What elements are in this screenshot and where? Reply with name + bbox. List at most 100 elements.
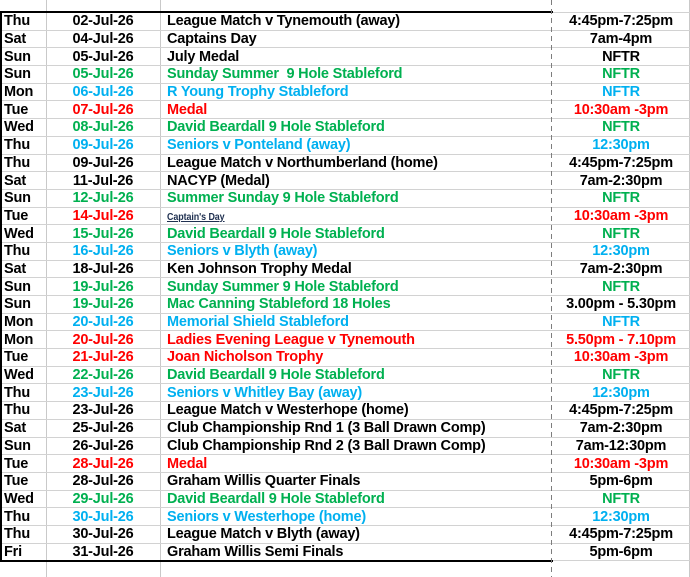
day-cell[interactable]: Sun — [4, 190, 31, 207]
event-cell[interactable]: Sunday Summer 9 Hole Stableford — [160, 279, 552, 295]
date-cell[interactable]: 28-Jul-26 — [72, 473, 134, 490]
date-cell[interactable]: 16-Jul-26 — [72, 243, 134, 260]
day-cell[interactable]: Thu — [4, 243, 30, 260]
event-cell[interactable]: Summer Sunday 9 Hole Stableford — [160, 190, 552, 206]
time-cell[interactable]: 10:30am -3pm — [573, 101, 669, 118]
day-cell[interactable]: Thu — [4, 402, 30, 419]
date-cell[interactable]: 29-Jul-26 — [72, 490, 134, 507]
day-cell[interactable]: Sat — [4, 172, 26, 189]
date-cell[interactable]: 09-Jul-26 — [72, 154, 134, 171]
date-cell[interactable]: 20-Jul-26 — [72, 314, 134, 331]
time-cell[interactable]: NFTR — [602, 367, 640, 384]
date-cell[interactable]: 30-Jul-26 — [72, 526, 134, 543]
day-cell[interactable]: Wed — [4, 119, 34, 136]
date-cell[interactable]: 23-Jul-26 — [72, 384, 134, 401]
day-cell[interactable]: Sun — [4, 437, 31, 454]
event-cell[interactable]: Sunday Summer 9 Hole Stableford — [160, 66, 552, 82]
date-cell[interactable]: 18-Jul-26 — [72, 260, 134, 277]
time-cell[interactable]: 10:30am -3pm — [573, 349, 669, 366]
date-cell[interactable]: 05-Jul-26 — [72, 48, 134, 65]
event-cell[interactable]: Seniors v Westerhope (home) — [160, 509, 552, 525]
empty-footer-row[interactable] — [0, 561, 690, 577]
date-cell[interactable]: 12-Jul-26 — [72, 190, 134, 207]
day-cell[interactable]: Wed — [4, 490, 34, 507]
day-cell[interactable]: Mon — [4, 331, 34, 348]
day-cell[interactable]: Thu — [4, 526, 30, 543]
time-cell[interactable]: NFTR — [602, 66, 640, 83]
time-cell[interactable]: NFTR — [602, 225, 640, 242]
day-cell[interactable]: Sun — [4, 296, 31, 313]
day-cell[interactable]: Tue — [4, 473, 29, 490]
day-cell[interactable]: Sat — [4, 260, 26, 277]
event-cell[interactable]: Captains Day — [160, 31, 552, 47]
date-cell[interactable]: 30-Jul-26 — [72, 508, 134, 525]
day-cell[interactable]: Fri — [4, 543, 22, 560]
date-cell[interactable]: 08-Jul-26 — [72, 119, 134, 136]
time-cell[interactable]: 7am-4pm — [589, 31, 653, 48]
event-cell[interactable]: Seniors v Whitley Bay (away) — [160, 385, 552, 401]
time-cell[interactable]: 4:45pm-7:25pm — [569, 13, 673, 30]
event-cell[interactable]: Seniors v Blyth (away) — [160, 243, 552, 259]
time-cell[interactable]: 4:45pm-7:25pm — [569, 526, 673, 543]
time-cell[interactable]: 5pm-6pm — [589, 473, 653, 490]
day-cell[interactable]: Thu — [4, 13, 30, 30]
time-cell[interactable]: 7am-2:30pm — [579, 172, 663, 189]
event-cell[interactable]: Ladies Evening League v Tynemouth — [160, 332, 552, 348]
day-cell[interactable]: Wed — [4, 367, 34, 384]
day-cell[interactable]: Sun — [4, 278, 31, 295]
date-cell[interactable]: 19-Jul-26 — [72, 296, 134, 313]
event-cell[interactable]: July Medal — [160, 49, 552, 65]
event-cell[interactable]: Club Championship Rnd 2 (3 Ball Drawn Co… — [160, 438, 552, 454]
date-cell[interactable]: 06-Jul-26 — [72, 84, 134, 101]
time-cell[interactable]: NFTR — [602, 314, 640, 331]
event-cell[interactable]: Graham Willis Semi Finals — [160, 544, 552, 560]
time-cell[interactable]: 12:30pm — [592, 508, 650, 525]
date-cell[interactable]: 05-Jul-26 — [72, 66, 134, 83]
time-cell[interactable]: 12:30pm — [592, 384, 650, 401]
event-cell[interactable]: Seniors v Ponteland (away) — [160, 137, 552, 153]
event-cell[interactable]: R Young Trophy Stableford — [160, 84, 552, 100]
event-cell[interactable]: Memorial Shield Stableford — [160, 314, 552, 330]
day-cell[interactable]: Tue — [4, 455, 29, 472]
day-cell[interactable]: Thu — [4, 384, 30, 401]
day-cell[interactable]: Mon — [4, 314, 34, 331]
day-cell[interactable]: Thu — [4, 508, 30, 525]
day-cell[interactable]: Sat — [4, 420, 26, 437]
date-cell[interactable]: 28-Jul-26 — [72, 455, 134, 472]
time-cell[interactable]: 7am-12:30pm — [575, 437, 667, 454]
event-cell[interactable]: David Beardall 9 Hole Stableford — [160, 491, 552, 507]
day-cell[interactable]: Sun — [4, 48, 31, 65]
date-cell[interactable]: 07-Jul-26 — [72, 101, 134, 118]
day-cell[interactable]: Thu — [4, 154, 30, 171]
time-cell[interactable]: NFTR — [602, 48, 640, 65]
day-cell[interactable]: Tue — [4, 349, 29, 366]
event-cell[interactable]: Medal — [160, 102, 552, 118]
date-cell[interactable]: 14-Jul-26 — [72, 207, 134, 224]
date-cell[interactable]: 21-Jul-26 — [72, 349, 134, 366]
date-cell[interactable]: 31-Jul-26 — [72, 543, 134, 560]
day-cell[interactable]: Thu — [4, 137, 30, 154]
time-cell[interactable]: 10:30am -3pm — [573, 455, 669, 472]
time-cell[interactable]: 12:30pm — [592, 243, 650, 260]
date-cell[interactable]: 15-Jul-26 — [72, 225, 134, 242]
day-cell[interactable]: Tue — [4, 101, 29, 118]
time-cell[interactable]: NFTR — [602, 278, 640, 295]
date-cell[interactable]: 23-Jul-26 — [72, 402, 134, 419]
time-cell[interactable]: NFTR — [602, 84, 640, 101]
event-cell[interactable]: Graham Willis Quarter Finals — [160, 473, 552, 489]
event-cell[interactable]: David Beardall 9 Hole Stableford — [160, 119, 552, 135]
day-cell[interactable]: Sun — [4, 66, 31, 83]
time-cell[interactable]: NFTR — [602, 119, 640, 136]
date-cell[interactable]: 02-Jul-26 — [72, 13, 134, 30]
event-cell[interactable]: Club Championship Rnd 1 (3 Ball Drawn Co… — [160, 420, 552, 436]
event-cell[interactable]: Medal — [160, 456, 552, 472]
time-cell[interactable]: 5pm-6pm — [589, 543, 653, 560]
time-cell[interactable]: 5.50pm - 7.10pm — [566, 331, 676, 348]
date-cell[interactable]: 22-Jul-26 — [72, 367, 134, 384]
event-cell[interactable]: Ken Johnson Trophy Medal — [160, 261, 552, 277]
time-cell[interactable]: 7am-2:30pm — [579, 260, 663, 277]
event-cell[interactable]: Mac Canning Stableford 18 Holes — [160, 296, 552, 312]
date-cell[interactable]: 19-Jul-26 — [72, 278, 134, 295]
event-cell[interactable]: David Beardall 9 Hole Stableford — [160, 226, 552, 242]
time-cell[interactable]: 4:45pm-7:25pm — [569, 402, 673, 419]
